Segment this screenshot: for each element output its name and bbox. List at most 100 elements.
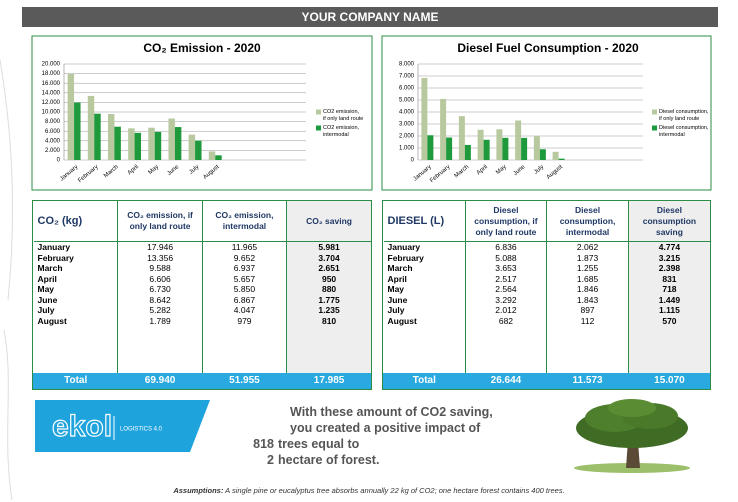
cell: 2.651 — [287, 263, 371, 274]
y-tick-label: 2.000 — [45, 148, 61, 154]
total-cell: 51.955 — [202, 373, 286, 389]
bar — [553, 152, 559, 160]
cell: 1.846 — [547, 284, 629, 295]
cell: 1.255 — [547, 263, 629, 274]
data-table: DIESEL (L)Diesel consumption, if only la… — [383, 201, 710, 389]
column-header: CO₂ emission, intermodal — [202, 201, 286, 242]
bar — [465, 145, 471, 160]
decor-line — [0, 60, 13, 500]
cell: 1.789 — [118, 316, 202, 327]
bar — [559, 159, 565, 160]
bar — [440, 99, 446, 160]
cell: 2.398 — [628, 263, 710, 274]
table-row: January6.8362.0624.774 — [384, 242, 711, 253]
y-tick-label: 3.000 — [399, 122, 415, 128]
bar — [155, 132, 161, 160]
y-tick-label: 16.000 — [42, 81, 61, 87]
cell: 4.047 — [202, 305, 286, 316]
cell: May — [34, 284, 118, 295]
cell: 5.850 — [202, 284, 286, 295]
y-tick-label: 4.000 — [399, 110, 415, 116]
bar — [108, 114, 114, 160]
cell: 810 — [287, 316, 371, 327]
total-cell: Total — [34, 373, 118, 389]
cell: 6.730 — [118, 284, 202, 295]
cell: August — [34, 316, 118, 327]
bar — [459, 116, 465, 160]
bar — [209, 151, 215, 160]
cell: 17.946 — [118, 242, 202, 253]
y-tick-label: 12.000 — [42, 100, 61, 106]
header-row: DIESEL (L)Diesel consumption, if only la… — [384, 201, 711, 242]
cell: June — [384, 295, 466, 306]
cell: 8.642 — [118, 295, 202, 306]
cell: 2.564 — [465, 284, 547, 295]
bar — [515, 120, 521, 160]
cell: 9.652 — [202, 253, 286, 264]
y-tick-label: 8.000 — [45, 119, 61, 125]
bar — [168, 119, 174, 160]
data-table: CO₂ (kg)CO₂ emission, if only land route… — [33, 201, 371, 389]
legend-swatch — [316, 110, 321, 115]
chart-title: CO₂ Emission - 2020 — [143, 41, 261, 55]
cell: 6.867 — [202, 295, 286, 306]
cell: 5.282 — [118, 305, 202, 316]
cell: 1.449 — [628, 295, 710, 306]
cell: 1.775 — [287, 295, 371, 306]
cell: February — [384, 253, 466, 264]
bar — [421, 78, 427, 160]
cell: 979 — [202, 316, 286, 327]
cell: 3.704 — [287, 253, 371, 264]
chart-title: Diesel Fuel Consumption - 2020 — [457, 41, 639, 55]
total-cell: 17.985 — [287, 373, 371, 389]
bar — [446, 138, 452, 160]
cell: 6.836 — [465, 242, 547, 253]
cell: 1.685 — [547, 274, 629, 285]
tree — [574, 399, 690, 473]
column-header: Diesel consumption saving — [628, 201, 710, 242]
legend-swatch — [652, 110, 657, 115]
message-line: With these amount of CO2 saving, — [290, 405, 493, 419]
cell: 1.843 — [547, 295, 629, 306]
cell: 6.606 — [118, 274, 202, 285]
cell: 3.215 — [628, 253, 710, 264]
table: CO₂ (kg)CO₂ emission, if only land route… — [32, 200, 372, 390]
bar — [427, 135, 433, 160]
cell: 718 — [628, 284, 710, 295]
legend-swatch — [652, 126, 657, 131]
cell: May — [384, 284, 466, 295]
header-row: CO₂ (kg)CO₂ emission, if only land route… — [34, 201, 372, 242]
y-tick-label: 6.000 — [399, 86, 415, 92]
cell: 9.588 — [118, 263, 202, 274]
bar — [114, 127, 120, 160]
bar — [68, 74, 74, 160]
bar — [215, 155, 221, 160]
header-title: YOUR COMPANY NAME — [302, 10, 439, 24]
canopy — [608, 399, 656, 417]
bar — [478, 130, 484, 160]
filler-cell — [118, 326, 202, 373]
bar — [74, 103, 80, 160]
cell: August — [384, 316, 466, 327]
table-row: August682112570 — [384, 316, 711, 327]
legend-swatch — [316, 126, 321, 131]
table: DIESEL (L)Diesel consumption, if only la… — [382, 200, 711, 390]
cell: February — [34, 253, 118, 264]
total-cell: 11.573 — [547, 373, 629, 389]
cell: April — [34, 274, 118, 285]
y-tick-label: 18.000 — [42, 71, 61, 77]
trees-count: 818 — [250, 437, 274, 451]
y-tick-label: 20.000 — [42, 62, 61, 68]
cell: July — [34, 305, 118, 316]
total-row: Total26.64411.57315.070 — [384, 373, 711, 389]
bar — [540, 149, 546, 160]
cell: March — [34, 263, 118, 274]
column-header: CO₂ saving — [287, 201, 371, 242]
column-header: CO₂ emission, if only land route — [118, 201, 202, 242]
bar — [175, 127, 181, 160]
filler-row — [34, 326, 372, 373]
